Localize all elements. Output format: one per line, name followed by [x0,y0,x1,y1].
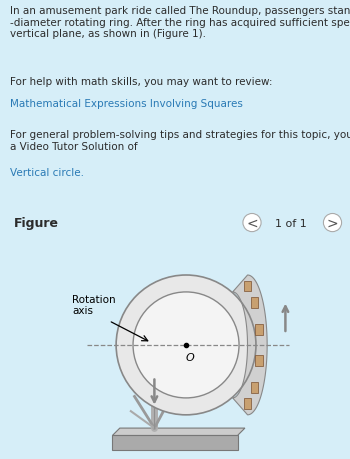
Polygon shape [112,436,238,450]
Text: Rotation
axis: Rotation axis [72,294,116,315]
Text: <: < [246,216,258,230]
Polygon shape [255,355,262,366]
Text: 1 of 1: 1 of 1 [275,218,306,228]
Ellipse shape [116,275,256,415]
Text: Vertical circle.: Vertical circle. [10,167,84,177]
Text: Mathematical Expressions Involving Squares: Mathematical Expressions Involving Squar… [10,99,243,109]
Text: For general problem-solving tips and strategies for this topic, you may want to : For general problem-solving tips and str… [10,130,350,151]
Polygon shape [251,382,258,392]
Polygon shape [244,281,251,292]
Text: For help with math skills, you may want to review:: For help with math skills, you may want … [10,76,273,86]
Text: Figure: Figure [14,217,59,230]
Polygon shape [244,398,251,409]
Ellipse shape [133,292,239,398]
Polygon shape [233,275,267,415]
Text: >: > [327,216,338,230]
Text: In an amusement park ride called The Roundup, passengers stand inside a 19.0 m
-: In an amusement park ride called The Rou… [10,6,350,39]
Polygon shape [251,298,258,308]
Polygon shape [255,325,262,335]
Text: O: O [186,353,194,363]
Polygon shape [112,428,245,436]
